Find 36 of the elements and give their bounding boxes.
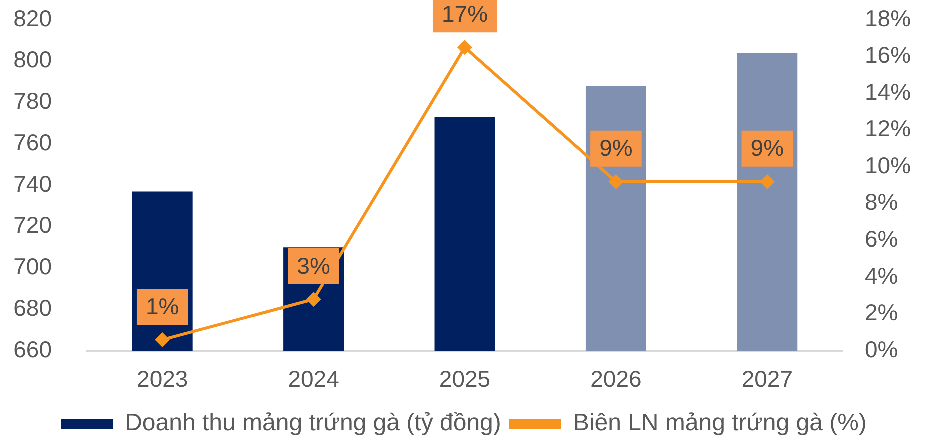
x-tick-label: 2025 [439,366,491,392]
x-tick-label: 2027 [742,366,793,392]
data-label: 9% [750,135,784,162]
point [760,174,775,190]
y-tick-label: 740 [14,170,52,197]
x-tick-label: 2023 [137,366,188,392]
y2-tick-label: 0% [865,336,898,362]
point [458,40,472,56]
y2-tick-label: 8% [865,189,898,216]
y2-tick-label: 4% [865,262,898,289]
y2-tick-label: 14% [865,78,912,105]
y-tick-label: 660 [14,336,52,362]
x-tick-label: 2026 [590,366,642,392]
point [155,332,170,348]
y2-tick-label: 2% [865,300,898,326]
data-label: 1% [146,293,180,320]
y2-tick-label: 18% [865,5,912,32]
y2-tick-label: 12% [865,116,912,142]
y-tick-label: 680 [14,294,52,321]
y2-tick-label: 6% [865,226,898,252]
legend-label: Doanh thu mảng trứng gà (tỷ đồng) [125,410,502,437]
y-tick-label: 820 [14,5,52,32]
y-tick-label: 760 [14,129,52,156]
legend-label: Biên LN mảng trứng gà (%) [573,410,867,437]
y-tick-label: 720 [14,212,52,238]
data-label: 9% [600,135,633,162]
point [608,174,624,190]
y-tick-label: 780 [14,88,52,114]
point [306,292,322,308]
data-label: 3% [297,252,330,279]
data-label: 17% [442,0,488,27]
x-tick-label: 2024 [288,366,340,392]
y-tick-label: 800 [14,46,52,73]
y2-tick-label: 10% [865,152,912,178]
y2-tick-label: 16% [865,42,912,68]
y-tick-label: 700 [14,254,52,280]
